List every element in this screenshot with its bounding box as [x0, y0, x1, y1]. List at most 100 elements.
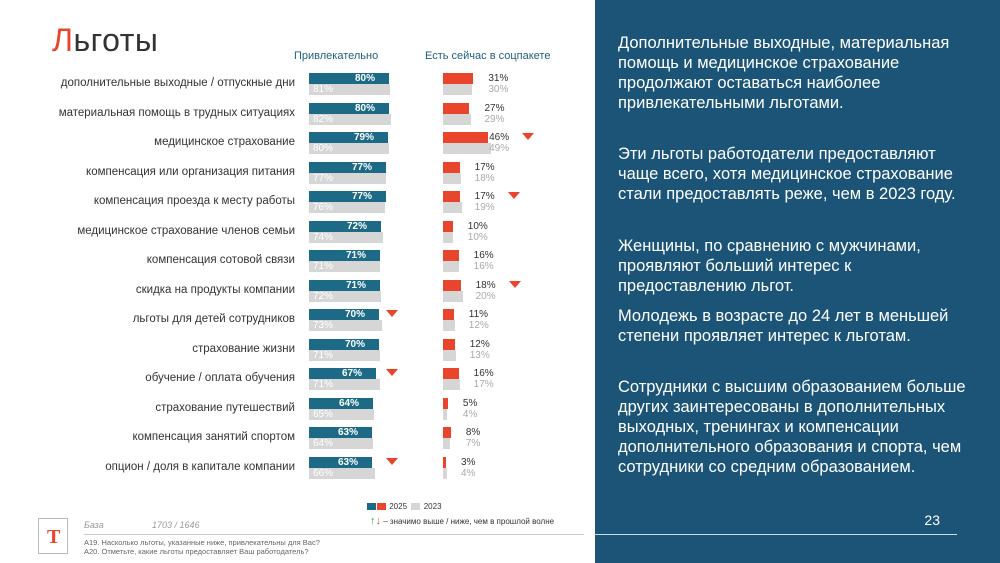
- current-bar-2025: [443, 220, 453, 232]
- category-label: компенсация или организация питания: [86, 165, 295, 178]
- decrease-marker-icon: [386, 457, 398, 465]
- current-value-2025: 27%: [484, 102, 505, 114]
- current-bar-2023: [443, 261, 459, 272]
- attractive-bar-2023: [309, 379, 380, 390]
- attractive-bar-2025: [309, 132, 388, 143]
- chart-row: материальная помощь в трудных ситуациях 8…: [0, 102, 590, 132]
- current-value-2025: 5%: [462, 397, 478, 409]
- attractive-bar-2023: [309, 143, 389, 154]
- attractive-value-2023: 71%: [313, 349, 334, 361]
- footnote-question-a20: A20. Отметьте, какие льготы предоставляе…: [84, 547, 309, 556]
- current-value-2023: 49%: [489, 143, 510, 154]
- chart-row: медицинское страхование членов семьи 72% 7…: [0, 220, 590, 250]
- attractive-bar-2025: [309, 102, 389, 114]
- attractive-value-2025: 77%: [352, 161, 373, 173]
- current-bar-2023: [443, 408, 447, 420]
- chart-row: опцион / доля в капитале компании 63% 66% 3…: [0, 456, 590, 486]
- current-bar-2023: [443, 438, 450, 449]
- chart-row: страхование жизни 70% 71% 12% 13%: [0, 338, 590, 368]
- attractive-value-2025: 72%: [347, 220, 368, 232]
- category-label: медицинское страхование членов семьи: [77, 224, 295, 237]
- current-bar-2023: [443, 202, 462, 213]
- footnote-question-a19: A19. Насколько льготы, указанные ниже, п…: [84, 538, 320, 547]
- current-value-2023: 20%: [475, 290, 496, 302]
- attractive-bar-2025: [309, 250, 380, 261]
- attractive-bar-2025: [309, 456, 372, 468]
- chart-row: компенсация проезда к месту работы 77% 76%…: [0, 191, 590, 220]
- current-value-2025: 16%: [473, 368, 494, 379]
- attractive-value-2023: 66%: [313, 467, 334, 479]
- attractive-bar-2023: [309, 320, 382, 331]
- legend-swatch-2025-red: [377, 503, 386, 511]
- current-bar-2023: [443, 320, 455, 331]
- attractive-bar-2023: [309, 408, 374, 420]
- footer-divider: [84, 534, 584, 535]
- legend-label-2025: 2025: [389, 502, 408, 511]
- current-value-2025: 16%: [473, 250, 494, 261]
- current-bar-2023: [443, 172, 461, 184]
- current-bar-2025: [443, 309, 454, 320]
- attractive-bar-2023: [309, 231, 383, 243]
- attractive-value-2025: 71%: [346, 279, 367, 291]
- base-value: 1703 / 1646: [152, 520, 200, 530]
- attractive-value-2025: 67%: [342, 368, 363, 379]
- attractive-value-2023: 81%: [313, 84, 334, 95]
- attractive-value-2023: 72%: [313, 290, 334, 302]
- attractive-value-2023: 76%: [313, 202, 334, 213]
- current-value-2023: 17%: [473, 379, 494, 390]
- legend-note: – значимо выше / ниже, чем в прошлой вол…: [383, 517, 555, 526]
- category-label: материальная помощь в трудных ситуациях: [58, 106, 295, 119]
- page-number: 23: [924, 512, 940, 528]
- current-bar-2025: [443, 338, 455, 350]
- chart-row: медицинское страхование 79% 80% 46% 49%: [0, 132, 590, 161]
- attractive-value-2025: 79%: [354, 132, 375, 143]
- summary-paragraph-1: Дополнительные выходные, материальная по…: [618, 34, 950, 112]
- attractive-bar-2023: [309, 202, 385, 213]
- decrease-marker-icon: [507, 192, 520, 199]
- current-bar-2025: [443, 132, 489, 143]
- arrow-up-icon: ↑: [370, 515, 376, 527]
- current-value-2025: 18%: [475, 279, 496, 291]
- category-label: опцион / доля в капитале компании: [105, 460, 295, 473]
- attractive-value-2023: 74%: [313, 231, 334, 243]
- header-attractive: Привлекательно: [294, 50, 379, 62]
- category-label: дополнительные выходные / отпускные дни: [60, 77, 295, 89]
- current-value-2023: 7%: [465, 438, 481, 449]
- attractive-bar-2025: [309, 427, 372, 438]
- attractive-value-2023: 64%: [313, 438, 334, 449]
- panel-divider: [595, 534, 957, 535]
- category-label: компенсация занятий спортом: [132, 431, 295, 443]
- current-bar-2025: [443, 427, 451, 438]
- attractive-bar-2023: [309, 84, 390, 95]
- base-info: База 1703 / 1646: [84, 520, 200, 530]
- current-value-2025: 8%: [465, 427, 481, 438]
- attractive-bar-2025: [309, 279, 380, 291]
- current-bar-2023: [443, 231, 453, 243]
- company-logo: Т: [38, 518, 68, 554]
- current-value-2023: 13%: [469, 349, 490, 361]
- chart-legend: 2025 2023: [367, 502, 442, 511]
- current-value-2025: 46%: [489, 132, 510, 143]
- chart-row: компенсация сотовой связи 71% 71% 16% 16%: [0, 250, 590, 279]
- attractive-value-2023: 82%: [313, 113, 334, 125]
- current-bar-2025: [443, 279, 461, 291]
- attractive-bar-2025: [309, 191, 386, 202]
- current-value-2025: 17%: [474, 161, 495, 173]
- summary-paragraph-4: Молодежь в возрасте до 24 лет в меньшей …: [618, 307, 949, 345]
- attractive-bar-2025: [309, 338, 379, 350]
- current-value-2025: 31%: [488, 73, 509, 84]
- legend-swatch-2023: [411, 503, 421, 511]
- summary-panel: Дополнительные выходные, материальная по…: [595, 0, 1000, 563]
- chart-row: обучение / оплата обучения 67% 71% 16% 17%: [0, 368, 590, 397]
- attractive-bar-2025: [309, 397, 373, 409]
- page-title: Льготы: [52, 22, 158, 59]
- attractive-value-2025: 70%: [345, 309, 366, 320]
- current-bar-2025: [443, 456, 446, 468]
- header-now: Есть сейчас в соцпакете: [425, 50, 551, 62]
- decrease-marker-icon: [508, 280, 521, 288]
- category-label: медицинское страхование: [154, 136, 295, 148]
- current-value-2025: 17%: [474, 191, 495, 202]
- current-value-2023: 29%: [484, 113, 505, 125]
- attractive-value-2023: 80%: [313, 143, 334, 154]
- current-value-2025: 12%: [469, 338, 490, 350]
